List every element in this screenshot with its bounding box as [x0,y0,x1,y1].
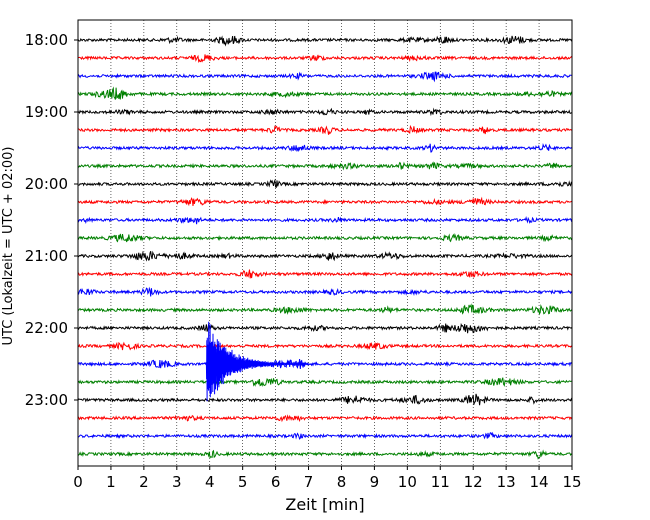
trace-2245 [77,377,573,387]
x-tick-label: 14 [530,473,549,491]
trace-2330 [77,431,573,440]
x-tick-label: 12 [464,473,483,491]
trace-1830 [77,71,573,83]
trace-1900 [77,107,573,117]
trace-2015 [77,196,573,207]
plot-frame [77,19,573,467]
trace-2045 [77,233,573,243]
trace-2345 [77,449,573,460]
x-tick-label: 2 [139,473,149,491]
trace-2200 [77,322,573,334]
y-tick-label: 23:00 [25,391,68,409]
trace-2130 [77,286,573,297]
trace-1915 [77,124,573,135]
trace-2115 [77,269,573,279]
trace-2315 [77,414,573,423]
y-axis-label: UTC (Lokalzeit = UTC + 02:00) [1,147,16,346]
trace-2215 [77,341,573,351]
trace-1800 [77,35,573,47]
x-tick-label: 9 [370,473,380,491]
trace-1930 [77,142,573,153]
trace-2145 [77,303,573,316]
trace-2000 [78,178,573,189]
x-tick-label: 5 [238,473,248,491]
traces [77,35,573,460]
trace-2100 [77,250,573,262]
x-tick-label: 0 [73,473,83,491]
x-tick-label: 13 [497,473,516,491]
x-tick-label: 4 [205,473,215,491]
trace-2230 [77,358,573,370]
x-tick-label: 6 [271,473,281,491]
event-waveform [205,321,309,402]
grid-lines [110,20,540,466]
trace-1945 [77,161,573,171]
x-tick-label: 7 [304,473,314,491]
y-tick-label: 18:00 [25,31,68,49]
y-tick-label: 22:00 [25,319,68,337]
x-axis-label: Zeit [min] [285,495,364,514]
y-tick-label: 19:00 [25,103,68,121]
trace-1815 [77,54,573,64]
trace-1845 [77,86,573,100]
x-tick-label: 11 [431,473,450,491]
y-tick-label: 21:00 [25,247,68,265]
seismic-event [205,321,309,402]
trace-2300 [77,393,573,406]
y-axis-ticks: 18:00 19:00 20:00 21:00 22:00 23:00 [25,31,78,409]
trace-2030 [77,215,573,225]
x-tick-label: 15 [562,473,581,491]
x-tick-label: 10 [398,473,417,491]
x-tick-label: 8 [337,473,347,491]
y-tick-label: 20:00 [25,175,68,193]
x-tick-label: 1 [106,473,116,491]
x-axis-ticks: 0 1 2 3 4 5 6 7 8 9 10 11 12 13 14 15 [73,466,582,491]
x-tick-label: 3 [172,473,182,491]
